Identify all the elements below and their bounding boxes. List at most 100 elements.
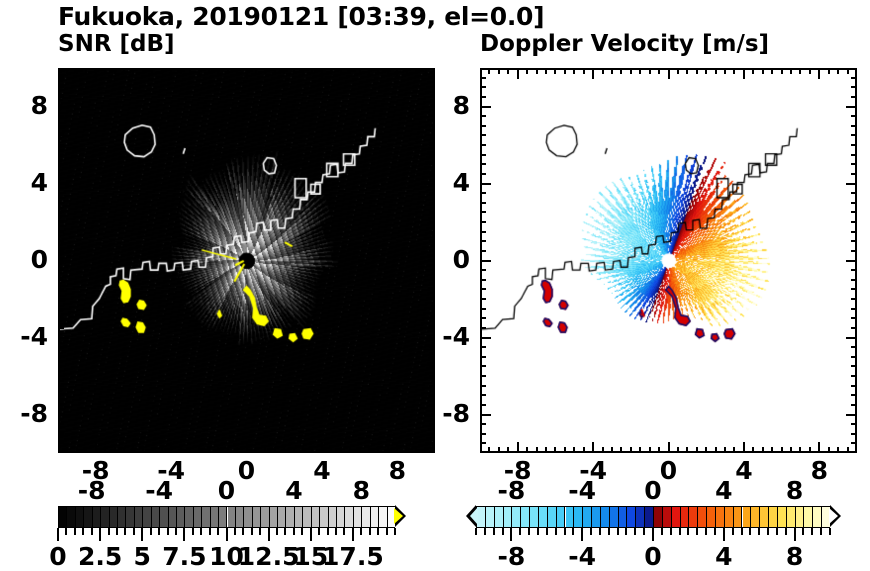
dop-ytick bbox=[851, 385, 857, 387]
snr-colorbar-tick bbox=[394, 528, 396, 535]
dop-colorbar-segment bbox=[715, 507, 725, 527]
snr-xtick bbox=[198, 68, 200, 74]
snr-colorbar-tick bbox=[107, 528, 110, 535]
snr-ytick bbox=[58, 183, 69, 185]
snr-xtick bbox=[66, 68, 68, 74]
dop-ytick bbox=[851, 154, 857, 156]
dop-ytick bbox=[851, 269, 857, 271]
snr-colorbar-segment bbox=[311, 507, 321, 527]
snr-ytick bbox=[58, 308, 64, 310]
dop-colorbar-segment bbox=[645, 507, 654, 527]
dop-colorbar-segment bbox=[565, 507, 575, 527]
dop-colorbar-segment bbox=[680, 507, 690, 527]
snr-colorbar-tick bbox=[115, 528, 118, 535]
dop-ytick bbox=[851, 279, 857, 281]
doppler-plot-area[interactable] bbox=[480, 68, 857, 453]
snr-xtick bbox=[180, 68, 182, 74]
dop-colorbar-tick bbox=[722, 528, 725, 541]
snr-plot-area[interactable] bbox=[58, 68, 435, 453]
dop-ytick bbox=[851, 231, 857, 233]
snr-colorbar-tick bbox=[158, 528, 161, 535]
dop-colorbar-tick bbox=[475, 528, 477, 535]
dop-colorbar-bottom-label: 8 bbox=[785, 542, 804, 571]
dop-ytick bbox=[480, 337, 491, 339]
snr-xtick bbox=[246, 68, 248, 79]
dop-xtick bbox=[507, 447, 509, 453]
snr-colorbar-bottom-label: 7.5 bbox=[162, 542, 207, 571]
dop-xtick bbox=[554, 68, 556, 74]
dop-ytick bbox=[480, 365, 486, 367]
snr-colorbar-segment bbox=[387, 507, 396, 527]
dop-xtick bbox=[668, 68, 670, 79]
snr-colorbar-segment bbox=[109, 507, 118, 527]
snr-ytick bbox=[58, 202, 64, 204]
dop-colorbar-tick bbox=[545, 528, 548, 535]
snr-xtick bbox=[208, 68, 210, 74]
snr-xtick bbox=[330, 447, 332, 453]
dop-ytick bbox=[480, 183, 491, 185]
snr-colorbar-tick bbox=[132, 528, 135, 535]
dop-ytick bbox=[480, 231, 486, 233]
dop-ytick bbox=[851, 163, 857, 165]
snr-xtick bbox=[330, 68, 332, 74]
dop-colorbar-tick bbox=[607, 528, 610, 535]
dop-colorbar-tick bbox=[519, 528, 522, 535]
dop-colorbar-segment bbox=[804, 507, 814, 527]
dop-colorbar-tick bbox=[590, 528, 593, 535]
snr-colorbar-segment bbox=[370, 507, 380, 527]
doppler-panel-title: Doppler Velocity [m/s] bbox=[480, 31, 770, 57]
snr-colorbar[interactable] bbox=[58, 505, 406, 528]
snr-ytick bbox=[429, 385, 435, 387]
snr-radar-image bbox=[60, 70, 433, 451]
snr-colorbar-tick bbox=[377, 528, 380, 535]
snr-colorbar-tick bbox=[368, 528, 371, 535]
snr-colorbar-tick bbox=[259, 528, 262, 535]
snr-ytick bbox=[429, 269, 435, 271]
dop-ytick bbox=[851, 221, 857, 223]
snr-colorbar-tick bbox=[208, 528, 211, 535]
dop-colorbar-segment bbox=[600, 507, 610, 527]
dop-ytick bbox=[480, 144, 486, 146]
dop-ytick bbox=[480, 346, 486, 348]
snr-xtick bbox=[377, 447, 379, 453]
snr-xtick bbox=[293, 68, 295, 74]
snr-ytick bbox=[429, 192, 435, 194]
dop-ytick bbox=[480, 192, 486, 194]
snr-ytick-label: 8 bbox=[30, 90, 48, 120]
snr-xtick bbox=[180, 447, 182, 453]
snr-colorbar-segment bbox=[210, 507, 220, 527]
snr-colorbar-tick bbox=[183, 528, 186, 541]
dop-ytick-label: 0 bbox=[452, 244, 470, 274]
dop-colorbar-tick bbox=[829, 528, 831, 535]
dop-ytick bbox=[851, 173, 857, 175]
dop-ytick bbox=[480, 394, 486, 396]
dop-ytick bbox=[480, 375, 486, 377]
dop-xtick bbox=[611, 447, 613, 453]
dop-colorbar-gradient bbox=[476, 506, 831, 528]
snr-colorbar-top-label: 0 bbox=[217, 476, 236, 505]
dop-ytick bbox=[851, 375, 857, 377]
dop-colorbar[interactable] bbox=[466, 505, 841, 528]
dop-ytick bbox=[851, 327, 857, 329]
snr-xtick bbox=[123, 68, 125, 74]
dop-xtick bbox=[790, 447, 792, 453]
snr-colorbar-tick bbox=[174, 528, 177, 535]
dop-xtick bbox=[809, 68, 811, 74]
snr-ytick bbox=[429, 327, 435, 329]
dop-colorbar-tick bbox=[652, 528, 654, 541]
dop-colorbar-segment bbox=[521, 507, 531, 527]
snr-ytick bbox=[58, 288, 64, 290]
dop-colorbar-segment bbox=[583, 507, 593, 527]
snr-xtick-label: -8 bbox=[81, 456, 110, 485]
snr-xtick bbox=[415, 447, 417, 453]
dop-ytick bbox=[851, 211, 857, 213]
dop-colorbar-tick bbox=[696, 528, 699, 535]
snr-xtick bbox=[189, 68, 191, 74]
dop-colorbar-segment bbox=[556, 507, 566, 527]
snr-xtick bbox=[198, 447, 200, 453]
dop-xtick bbox=[649, 447, 651, 453]
dop-colorbar-under-fill bbox=[469, 507, 478, 525]
snr-colorbar-segment bbox=[252, 507, 262, 527]
dop-ytick bbox=[480, 279, 486, 281]
dop-xtick bbox=[630, 447, 632, 453]
